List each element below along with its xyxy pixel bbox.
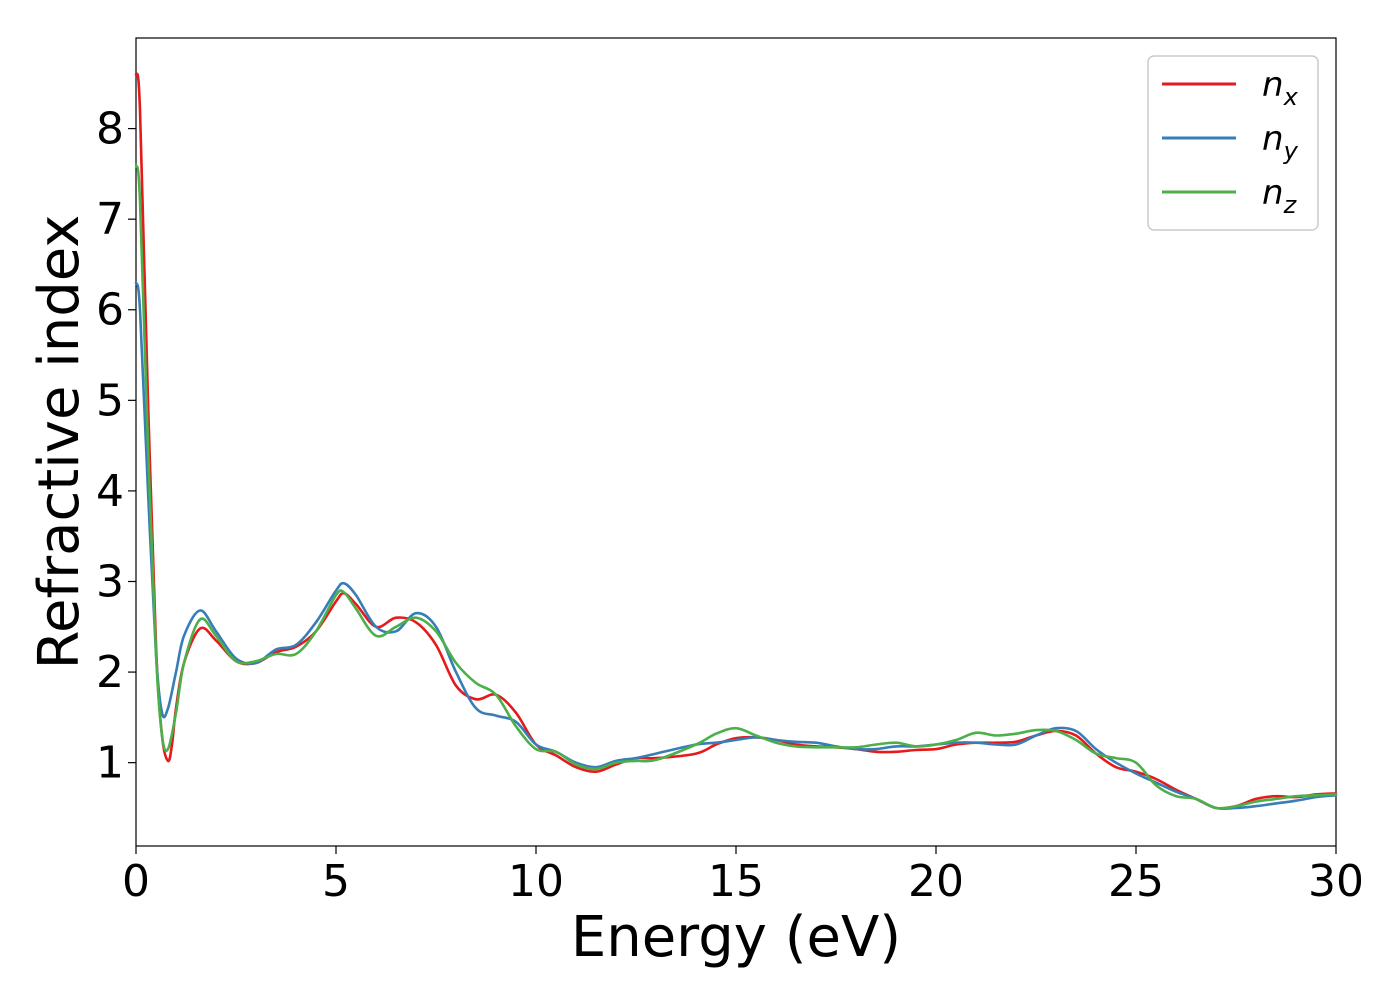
- legend-label-nx: nx: [1262, 65, 1299, 111]
- series-line-nz: [134, 163, 1338, 810]
- x-tick-label: 5: [322, 856, 350, 907]
- legend-label-subscript: x: [1283, 83, 1299, 111]
- y-tick-label: 1: [96, 738, 124, 789]
- x-tick-label: 30: [1308, 856, 1364, 907]
- legend-label-base: n: [1262, 173, 1284, 213]
- legend-label-subscript: y: [1283, 137, 1299, 165]
- x-tick-label: 25: [1108, 856, 1164, 907]
- series-line-ny: [134, 281, 1338, 811]
- legend-label-subscript: z: [1283, 191, 1298, 219]
- y-tick-label: 2: [96, 647, 124, 698]
- y-tick-label: 3: [96, 556, 124, 607]
- x-tick-label: 10: [508, 856, 564, 907]
- legend-label-nz: nz: [1262, 173, 1298, 219]
- x-tick-label: 20: [908, 856, 964, 907]
- legend-label-base: n: [1262, 119, 1284, 159]
- y-tick-label: 5: [96, 375, 124, 426]
- y-tick-label: 6: [96, 285, 124, 336]
- y-axis-ticks: 1 2 3 4 5 6 7 8: [96, 104, 136, 789]
- series-layer: [134, 72, 1338, 811]
- y-tick-label: 4: [96, 466, 124, 517]
- plot-area: [134, 37, 1338, 847]
- y-tick-label: 7: [96, 194, 124, 245]
- plot-frame: [135, 37, 1337, 847]
- y-axis-title: Refractive index: [27, 215, 92, 670]
- legend-label-base: n: [1262, 65, 1284, 105]
- legend-box: [1147, 55, 1319, 231]
- x-axis-title: Energy (eV): [571, 905, 901, 970]
- legend-label-ny: ny: [1262, 119, 1299, 165]
- y-tick-label: 8: [96, 104, 124, 155]
- x-axis-ticks: 0 5 10 15 20 25 30: [122, 846, 1364, 907]
- x-tick-label: 0: [122, 856, 150, 907]
- x-tick-label: 15: [708, 856, 764, 907]
